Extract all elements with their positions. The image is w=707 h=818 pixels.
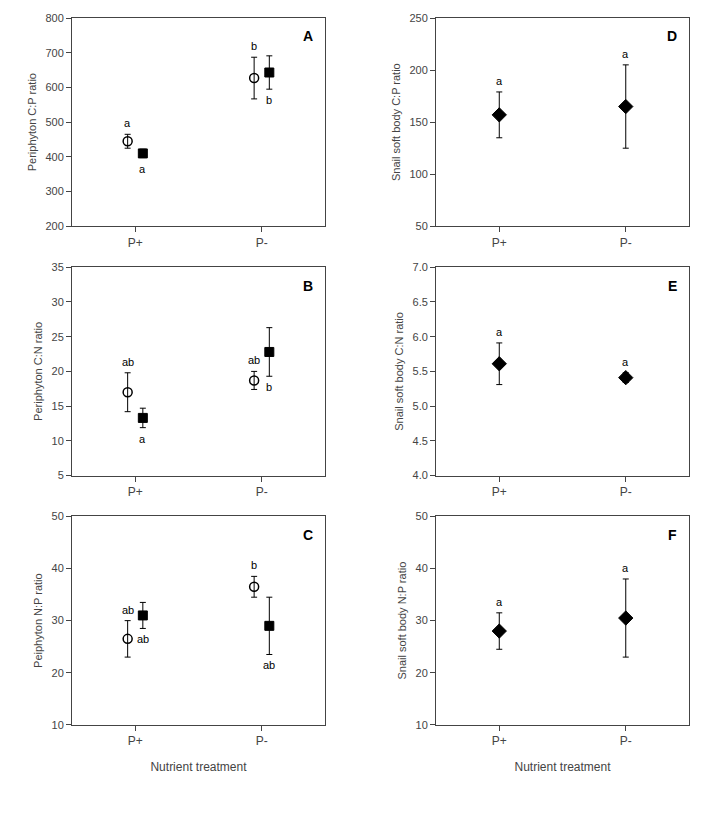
svg-text:a: a: [496, 326, 503, 338]
svg-text:a: a: [622, 48, 629, 60]
svg-text:Nutrient treatment: Nutrient treatment: [514, 760, 611, 774]
svg-text:600: 600: [45, 81, 63, 93]
svg-text:30: 30: [52, 296, 64, 308]
svg-text:ab: ab: [137, 633, 149, 645]
svg-text:30: 30: [416, 614, 428, 626]
svg-text:ab: ab: [122, 604, 134, 616]
svg-text:800: 800: [45, 12, 63, 24]
svg-text:P-: P-: [620, 734, 632, 748]
svg-text:10: 10: [416, 719, 428, 731]
svg-text:7.0: 7.0: [413, 261, 428, 273]
svg-text:20: 20: [52, 365, 64, 377]
svg-text:400: 400: [45, 151, 63, 163]
svg-text:50: 50: [416, 220, 428, 232]
svg-text:b: b: [266, 381, 272, 393]
svg-text:5.0: 5.0: [413, 400, 428, 412]
svg-text:35: 35: [52, 261, 64, 273]
svg-text:P+: P+: [492, 734, 507, 748]
svg-text:P+: P+: [128, 485, 143, 499]
svg-text:250: 250: [409, 12, 427, 24]
svg-text:15: 15: [52, 400, 64, 412]
svg-text:50: 50: [416, 510, 428, 522]
svg-text:D: D: [667, 28, 677, 44]
svg-text:P+: P+: [492, 236, 507, 250]
svg-text:10: 10: [52, 719, 64, 731]
svg-text:C: C: [303, 527, 313, 543]
svg-text:6.0: 6.0: [413, 331, 428, 343]
svg-text:10: 10: [52, 435, 64, 447]
svg-text:ab: ab: [248, 354, 260, 366]
svg-text:a: a: [496, 75, 503, 87]
svg-text:40: 40: [52, 562, 64, 574]
svg-text:a: a: [124, 117, 131, 129]
svg-text:B: B: [303, 278, 313, 294]
svg-text:4.5: 4.5: [413, 435, 428, 447]
svg-text:200: 200: [409, 64, 427, 76]
svg-text:A: A: [303, 28, 313, 44]
svg-text:20: 20: [52, 667, 64, 679]
svg-text:5.5: 5.5: [413, 365, 428, 377]
svg-text:P-: P-: [256, 485, 268, 499]
svg-text:Peiphyton N:P ratio: Peiphyton N:P ratio: [32, 573, 44, 668]
svg-text:P+: P+: [128, 236, 143, 250]
svg-text:P-: P-: [620, 236, 632, 250]
svg-text:20: 20: [416, 667, 428, 679]
svg-text:40: 40: [416, 562, 428, 574]
svg-text:P+: P+: [128, 734, 143, 748]
svg-text:b: b: [251, 559, 257, 571]
svg-text:Snail soft body C:N ratio: Snail soft body C:N ratio: [393, 312, 405, 431]
svg-text:500: 500: [45, 116, 63, 128]
svg-text:P-: P-: [256, 734, 268, 748]
svg-text:P-: P-: [620, 485, 632, 499]
svg-text:Periphyton C:P ratio: Periphyton C:P ratio: [26, 73, 38, 171]
svg-text:a: a: [139, 433, 146, 445]
svg-text:6.5: 6.5: [413, 296, 428, 308]
svg-text:P-: P-: [256, 236, 268, 250]
svg-text:F: F: [668, 527, 677, 543]
svg-text:ab: ab: [263, 659, 275, 671]
svg-text:a: a: [622, 562, 629, 574]
svg-text:E: E: [668, 278, 677, 294]
svg-text:5: 5: [58, 469, 64, 481]
svg-text:Snail soft body N:P ratio: Snail soft body N:P ratio: [396, 562, 408, 680]
svg-text:700: 700: [45, 47, 63, 59]
svg-text:a: a: [496, 596, 503, 608]
svg-text:200: 200: [45, 220, 63, 232]
svg-text:b: b: [266, 94, 272, 106]
svg-text:Nutrient treatment: Nutrient treatment: [150, 760, 247, 774]
svg-text:P+: P+: [492, 485, 507, 499]
svg-text:4.0: 4.0: [413, 469, 428, 481]
svg-text:ab: ab: [122, 356, 134, 368]
svg-text:300: 300: [45, 185, 63, 197]
svg-text:50: 50: [52, 510, 64, 522]
svg-text:a: a: [622, 356, 629, 368]
svg-text:150: 150: [409, 116, 427, 128]
svg-text:Snail soft body C:P ratio: Snail soft body C:P ratio: [390, 63, 402, 181]
svg-text:Periphyton C:N ratio: Periphyton C:N ratio: [32, 322, 44, 421]
svg-text:100: 100: [409, 168, 427, 180]
svg-text:30: 30: [52, 614, 64, 626]
svg-text:25: 25: [52, 331, 64, 343]
svg-text:b: b: [251, 40, 257, 52]
svg-text:a: a: [139, 163, 146, 175]
